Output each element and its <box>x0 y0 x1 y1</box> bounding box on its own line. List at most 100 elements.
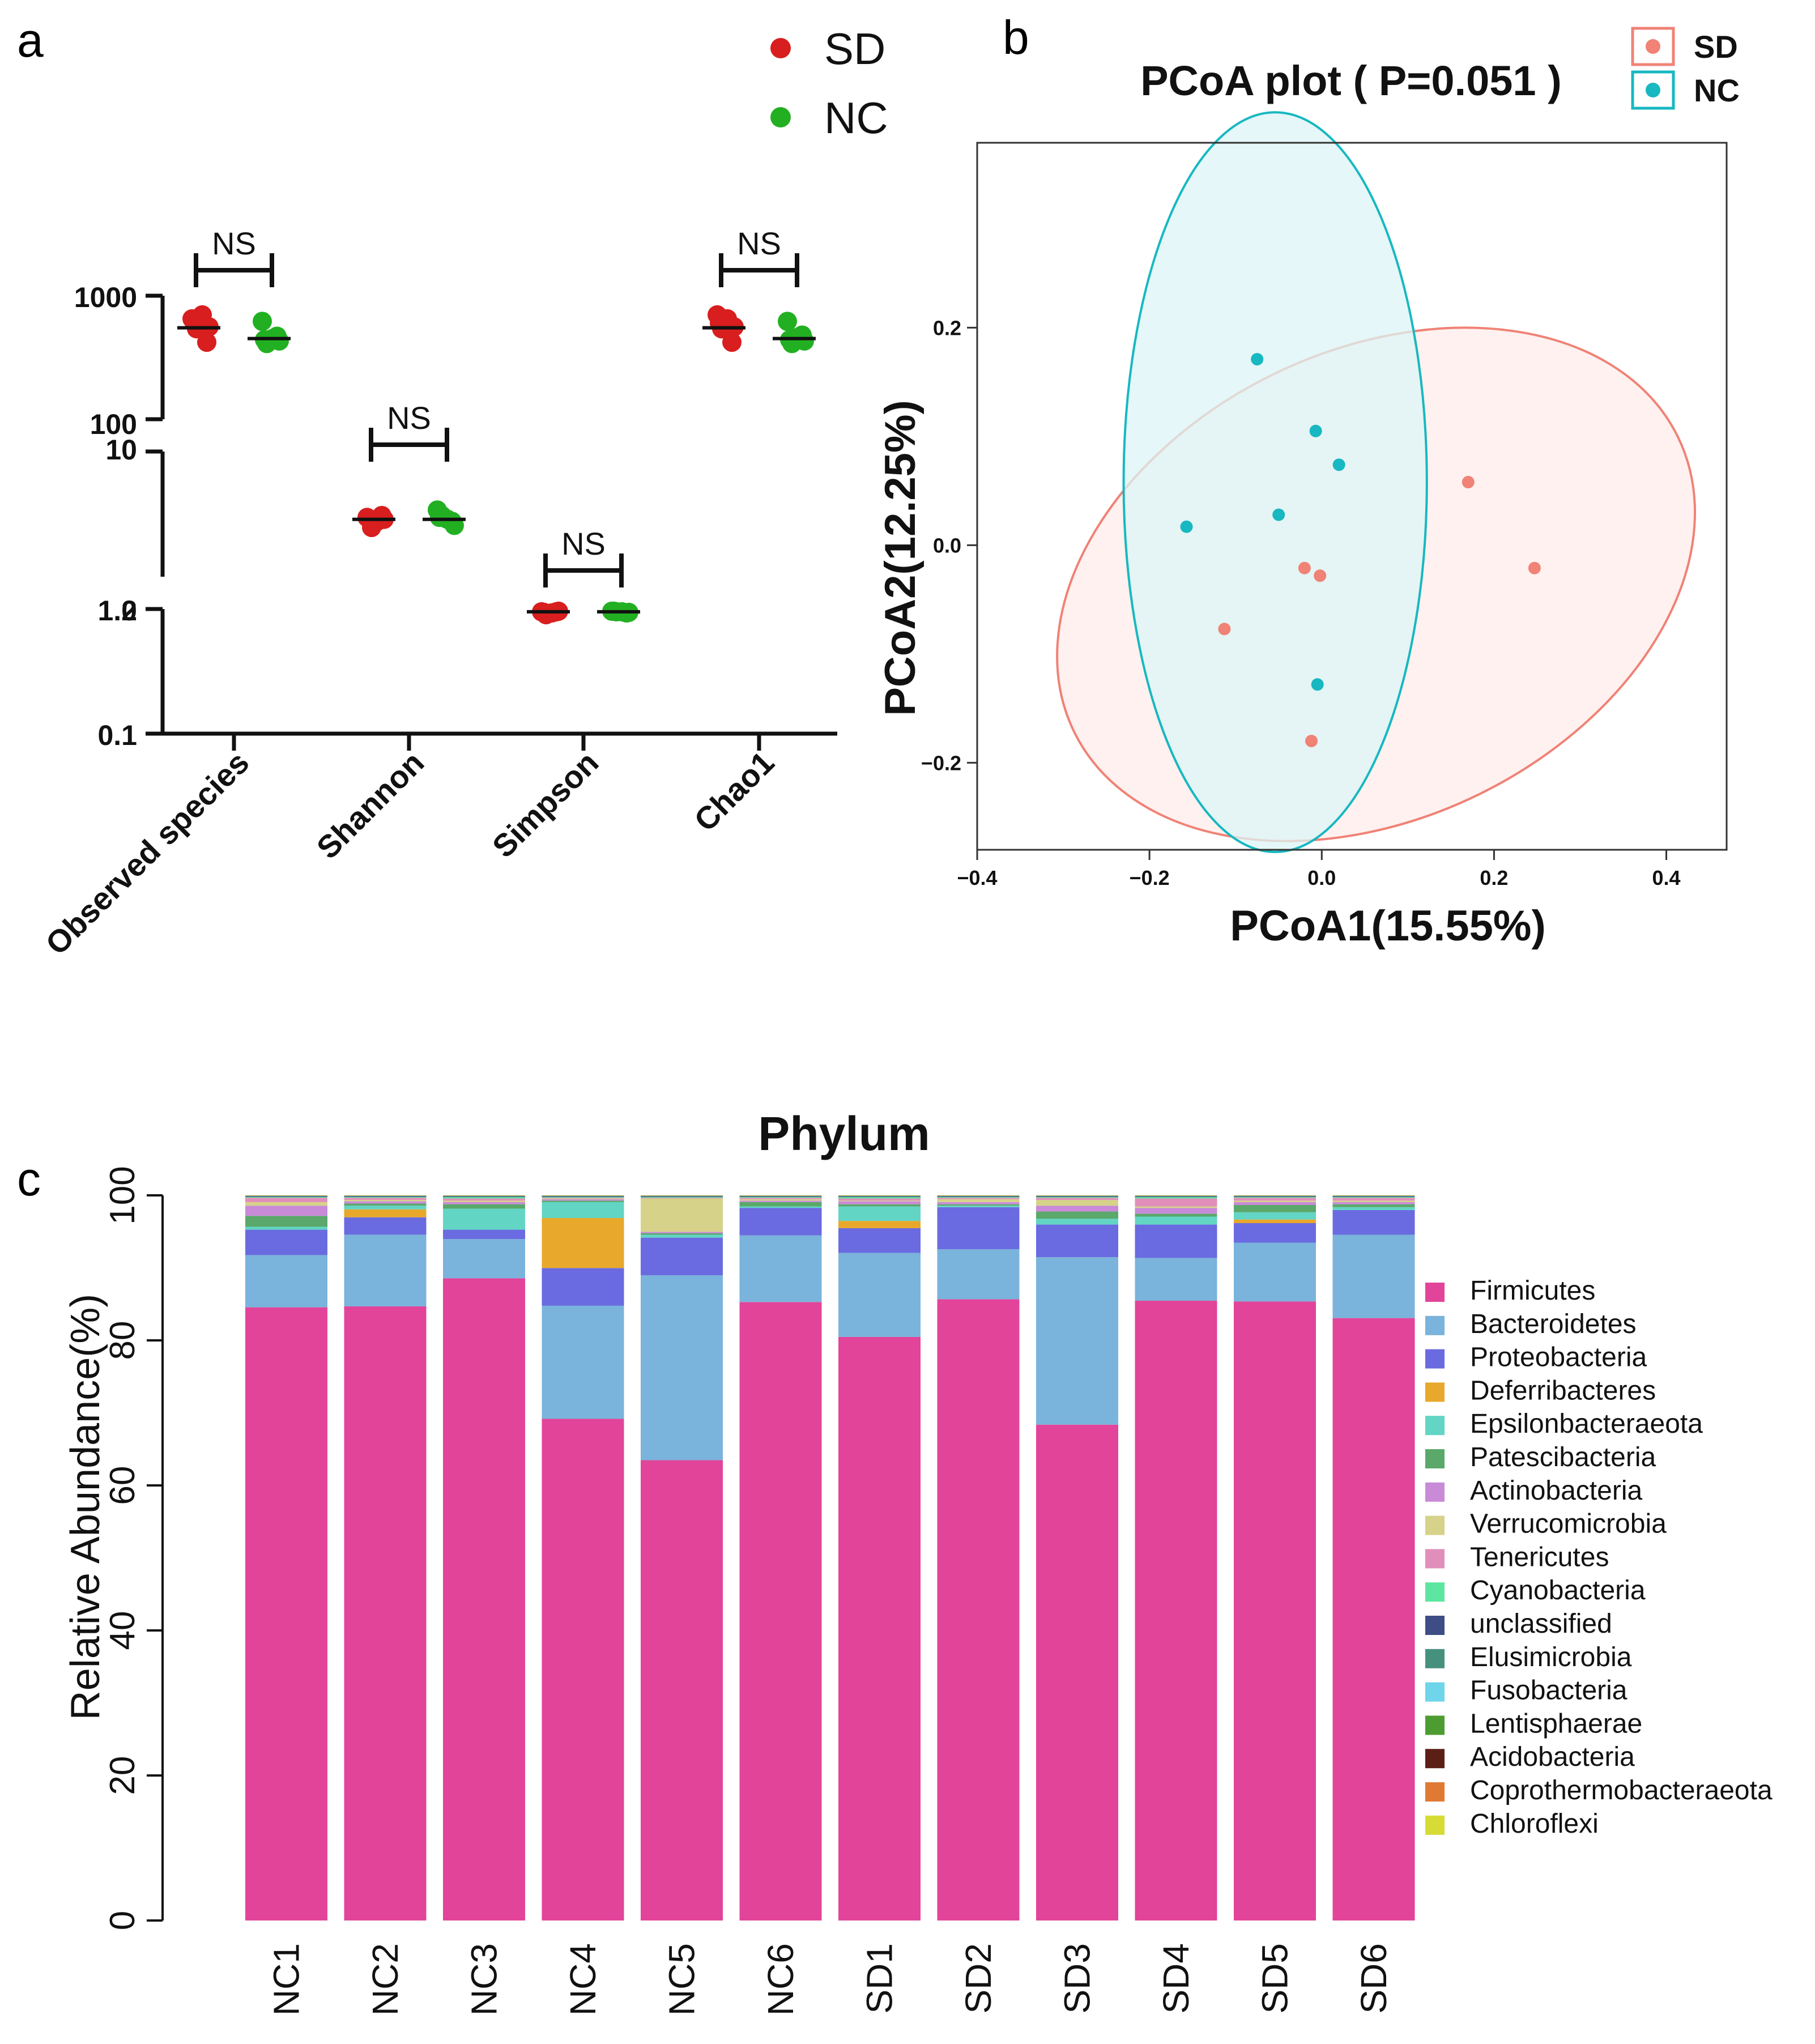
pcoa-x-tick-label: 0.0 <box>1307 866 1336 889</box>
phylum-segment <box>838 1253 921 1337</box>
phylum-segment <box>443 1202 525 1204</box>
pcoa-x-axis-label: PCoA1(15.55%) <box>1230 902 1546 950</box>
phylum-segment <box>344 1206 427 1210</box>
pcoa-legend-label: NC <box>1694 73 1740 108</box>
a-group-sd <box>702 305 745 352</box>
phylum-segment <box>1234 1301 1316 1920</box>
phylum-x-tick-label: NC4 <box>563 1943 603 2016</box>
phylum-segment <box>1332 1210 1415 1235</box>
phylum-legend-swatch <box>1425 1416 1445 1436</box>
pcoa-x-tick-label: 0.4 <box>1652 866 1681 889</box>
phylum-segment <box>1036 1196 1118 1197</box>
a-legend-marker <box>770 107 791 127</box>
phylum-segment <box>1234 1242 1316 1302</box>
phylum-legend-label: Epsilonbacteraeota <box>1470 1409 1703 1439</box>
phylum-segment <box>641 1275 723 1460</box>
phylum-segment <box>1234 1198 1316 1201</box>
phylum-segment <box>739 1200 822 1202</box>
phylum-segment <box>1234 1219 1316 1224</box>
pcoa-point-nc <box>1180 520 1193 533</box>
phylum-legend-label: Deferribacteres <box>1470 1376 1656 1406</box>
phylum-segment <box>1135 1195 1217 1196</box>
phylum-segment <box>344 1195 427 1196</box>
phylum-legend-label: Acidobacteria <box>1470 1742 1635 1772</box>
phylum-segment <box>1036 1196 1118 1198</box>
phylum-segment <box>937 1204 1020 1206</box>
phylum-segment <box>1036 1200 1118 1206</box>
phylum-bar-nc5 <box>641 1195 723 1920</box>
phylum-segment <box>838 1195 921 1196</box>
a-ns-label: NS <box>387 400 431 436</box>
phylum-segment <box>1036 1211 1118 1219</box>
phylum-x-tick-label: NC3 <box>464 1943 505 2016</box>
a-significance-bracket: NS <box>369 400 449 462</box>
phylum-legend-swatch <box>1425 1616 1445 1635</box>
pcoa-point-nc <box>1332 458 1345 471</box>
phylum-segment <box>443 1200 525 1202</box>
phylum-segment <box>1332 1207 1415 1210</box>
phylum-legend-swatch <box>1425 1349 1445 1369</box>
a-ns-label: NS <box>561 526 606 561</box>
phylum-bar-nc4 <box>542 1195 624 1920</box>
phylum-segment <box>1135 1258 1217 1301</box>
a-point <box>253 312 272 331</box>
panel-label-a: a <box>17 14 44 67</box>
a-y-tick-label: 1.0 <box>97 595 137 627</box>
phylum-y-tick-label: 40 <box>103 1611 142 1650</box>
phylum-segment <box>739 1235 822 1302</box>
phylum-segment <box>443 1239 525 1279</box>
pcoa-point-nc <box>1251 353 1264 366</box>
phylum-legend-swatch <box>1425 1283 1445 1302</box>
phylum-segment <box>443 1196 525 1197</box>
phylum-segment <box>542 1419 624 1920</box>
phylum-segment <box>443 1208 525 1230</box>
phylum-x-tick-label: SD6 <box>1353 1943 1394 2014</box>
a-y-tick-label: 10 <box>105 434 137 466</box>
pcoa-legend-marker <box>1646 83 1660 97</box>
phylum-segment <box>1332 1200 1415 1202</box>
phylum-segment <box>542 1218 624 1268</box>
panel-label-c: c <box>17 1152 41 1206</box>
pcoa-y-axis-label: PCoA2(12.25%) <box>876 400 924 716</box>
phylum-segment <box>1135 1208 1217 1214</box>
phylum-segment <box>245 1229 327 1255</box>
phylum-legend-swatch <box>1425 1549 1445 1569</box>
phylum-legend-label: Proteobacteria <box>1470 1343 1647 1373</box>
phylum-x-tick-label: SD4 <box>1156 1943 1196 2014</box>
phylum-segment <box>245 1198 327 1202</box>
a-group-nc <box>248 312 291 354</box>
phylum-segment <box>1332 1318 1415 1920</box>
a-legend-label: SD <box>824 24 885 74</box>
phylum-segment <box>937 1198 1020 1199</box>
phylum-legend-label: Cyanobacteria <box>1470 1575 1646 1606</box>
phylum-bar-nc3 <box>443 1195 525 1920</box>
phylum-segment <box>1135 1216 1217 1225</box>
phylum-y-tick-label: 80 <box>103 1321 142 1360</box>
phylum-segment <box>1234 1200 1316 1202</box>
phylum-segment <box>443 1195 525 1196</box>
phylum-segment <box>443 1229 525 1240</box>
a-y-tick-label: 100 <box>90 408 137 440</box>
phylum-legend-label: Elusimicrobia <box>1470 1642 1632 1672</box>
a-y-tick-label: 1000 <box>74 282 137 313</box>
phylum-legend-label: Tenericutes <box>1470 1542 1609 1572</box>
phylum-legend-swatch <box>1425 1582 1445 1602</box>
pcoa-ellipse-nc <box>1122 111 1428 853</box>
phylum-segment <box>838 1200 921 1202</box>
a-point <box>710 313 729 333</box>
phylum-x-tick-label: NC5 <box>662 1943 702 2016</box>
phylum-segment <box>838 1196 921 1199</box>
phylum-legend-label: unclassified <box>1470 1609 1612 1639</box>
phylum-segment <box>838 1198 921 1201</box>
pcoa-point-nc <box>1309 424 1322 437</box>
phylum-segment <box>1135 1300 1217 1920</box>
pcoa-point-sd <box>1462 476 1475 489</box>
phylum-segment <box>937 1196 1020 1197</box>
phylum-x-tick-label: NC1 <box>266 1943 307 2016</box>
pcoa-y-tick-label: 0.0 <box>933 534 961 557</box>
a-group-nc <box>597 601 640 623</box>
phylum-legend-swatch <box>1425 1449 1445 1468</box>
pcoa-point-nc <box>1311 678 1324 691</box>
phylum-segment <box>542 1305 624 1419</box>
